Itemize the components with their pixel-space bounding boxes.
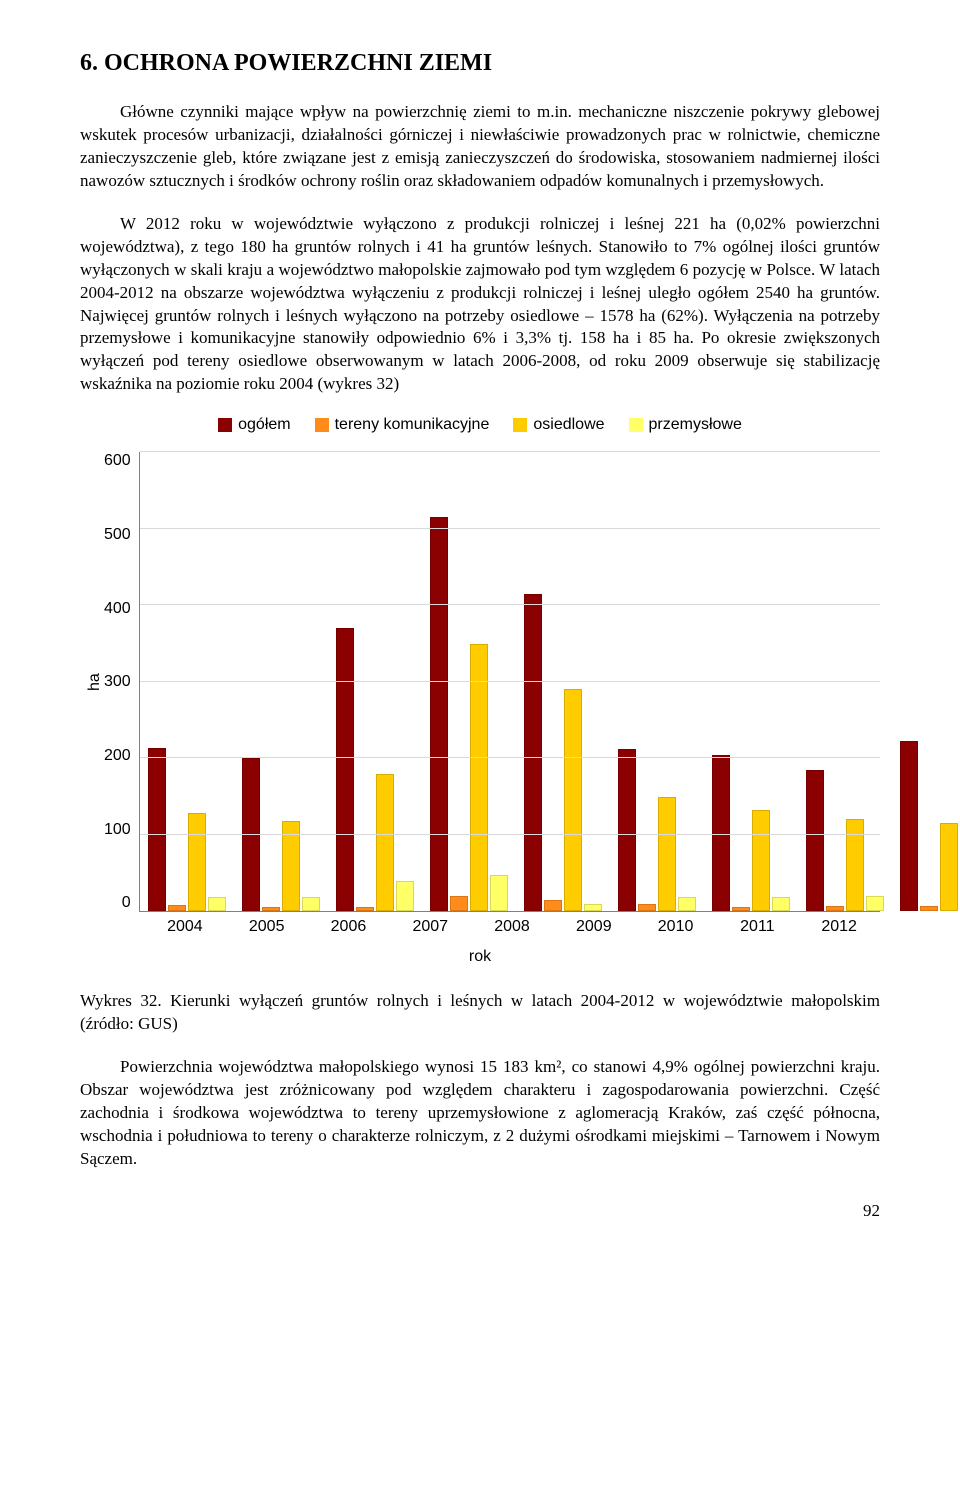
x-axis-label: rok	[80, 948, 880, 966]
x-tick-label: 2011	[716, 918, 798, 936]
caption: Wykres 32. Kierunki wyłączeń gruntów rol…	[80, 990, 880, 1036]
y-tick-label: 100	[104, 821, 131, 839]
grid-line	[140, 834, 880, 835]
x-tick-label: 2012	[798, 918, 880, 936]
bar-group	[516, 452, 610, 911]
bar-group	[892, 452, 960, 911]
x-axis-ticks: 200420052006200720082009201020112012	[144, 918, 880, 936]
bar	[940, 823, 958, 912]
grid-line	[140, 757, 880, 758]
grid-line	[140, 681, 880, 682]
grid-line	[140, 528, 880, 529]
paragraph: Powierzchnia województwa małopolskiego w…	[80, 1056, 880, 1171]
x-tick-label: 2006	[308, 918, 390, 936]
x-tick-label: 2007	[389, 918, 471, 936]
bar-group	[422, 452, 516, 911]
bar	[920, 906, 938, 911]
y-tick-label: 200	[104, 747, 131, 765]
x-tick-label: 2005	[226, 918, 308, 936]
bar-groups	[140, 452, 880, 911]
plot-area	[139, 452, 880, 912]
legend-item: tereny komunikacyjne	[315, 416, 490, 434]
y-tick-label: 300	[104, 673, 131, 691]
y-axis-label: ha	[80, 452, 104, 912]
bar	[450, 896, 468, 911]
legend-item: osiedlowe	[513, 416, 604, 434]
chart: ha 600 500 400 300 200 100 0	[80, 452, 880, 912]
bar	[638, 904, 656, 912]
bar-group	[610, 452, 704, 911]
bar	[826, 906, 844, 911]
bar	[752, 810, 770, 911]
bar	[618, 749, 636, 911]
bar-group	[328, 452, 422, 911]
bar	[356, 907, 374, 912]
bar	[524, 594, 542, 911]
y-axis-ticks: 600 500 400 300 200 100 0	[104, 452, 139, 912]
legend-label: ogółem	[238, 416, 290, 434]
grid-line	[140, 604, 880, 605]
bar	[148, 748, 166, 911]
page-number: 92	[80, 1201, 880, 1221]
bar	[772, 897, 790, 911]
bar	[732, 907, 750, 912]
legend-item: przemysłowe	[629, 416, 742, 434]
bar	[678, 897, 696, 911]
paragraph: Główne czynniki mające wpływ na powierzc…	[80, 101, 880, 193]
bar	[806, 770, 824, 912]
y-tick-label: 500	[104, 526, 131, 544]
legend-item: ogółem	[218, 416, 290, 434]
y-tick-label: 600	[104, 452, 131, 470]
legend-swatch	[513, 418, 527, 432]
bar	[168, 905, 186, 911]
y-tick-label: 400	[104, 600, 131, 618]
x-tick-label: 2009	[553, 918, 635, 936]
bar	[866, 896, 884, 911]
bar	[188, 813, 206, 911]
bar	[376, 774, 394, 912]
x-tick-label: 2010	[635, 918, 717, 936]
bar-group	[798, 452, 892, 911]
bar	[396, 881, 414, 912]
legend-label: tereny komunikacyjne	[335, 416, 490, 434]
chart-legend: ogółem tereny komunikacyjne osiedlowe przem…	[80, 416, 880, 434]
y-tick-label: 0	[104, 894, 131, 912]
bar	[302, 897, 320, 911]
bar	[658, 797, 676, 912]
grid-line	[140, 451, 880, 452]
bar-group	[234, 452, 328, 911]
bar	[430, 517, 448, 911]
legend-swatch	[629, 418, 643, 432]
bar-group	[140, 452, 234, 911]
bar	[208, 897, 226, 911]
bar	[900, 741, 918, 912]
bar	[262, 907, 280, 912]
legend-label: przemysłowe	[649, 416, 742, 434]
bar	[564, 689, 582, 911]
x-tick-label: 2004	[144, 918, 226, 936]
heading: 6. OCHRONA POWIERZCHNI ZIEMI	[80, 50, 880, 77]
paragraph: W 2012 roku w województwie wyłączono z p…	[80, 213, 880, 397]
bar	[490, 875, 508, 912]
bar-group	[704, 452, 798, 911]
legend-swatch	[315, 418, 329, 432]
x-tick-label: 2008	[471, 918, 553, 936]
bar	[584, 904, 602, 912]
legend-swatch	[218, 418, 232, 432]
bar	[544, 900, 562, 911]
bar	[336, 628, 354, 911]
legend-label: osiedlowe	[533, 416, 604, 434]
bar	[470, 644, 488, 912]
